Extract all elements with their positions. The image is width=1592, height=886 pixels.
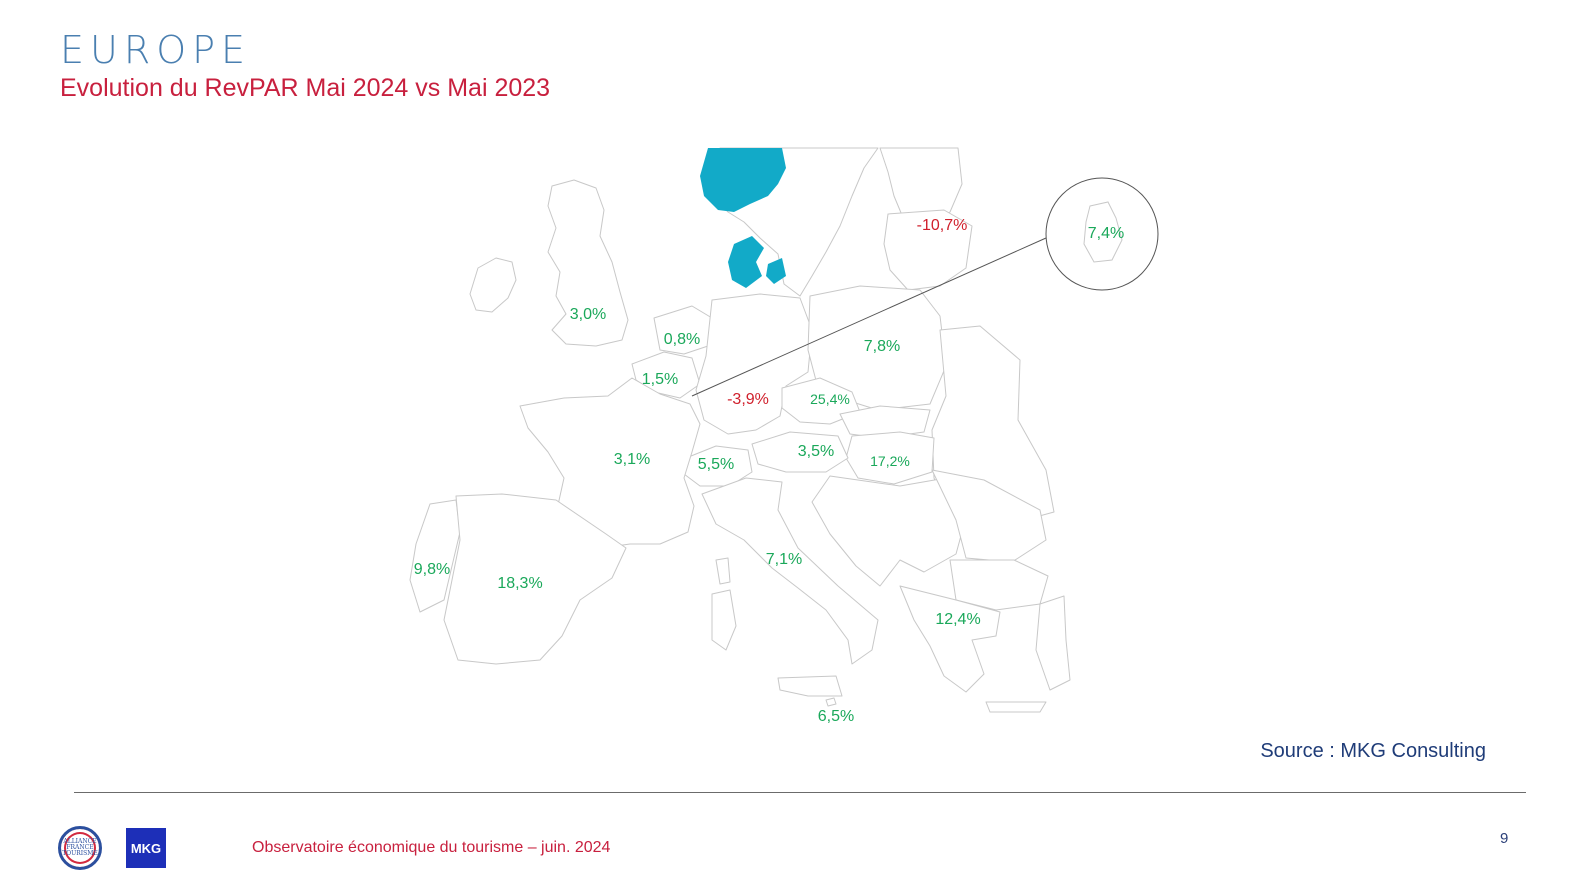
label-lithuania: -10,7% bbox=[916, 217, 968, 234]
label-switzerland: 5,5% bbox=[697, 456, 735, 473]
region-spain bbox=[443, 493, 627, 665]
label-czechia: 25,4% bbox=[810, 391, 850, 407]
highlighted-regions bbox=[700, 148, 786, 288]
label-hungary: 17,2% bbox=[870, 453, 910, 469]
region-uk bbox=[547, 179, 629, 347]
logo-af-text: ALLIANCE FRANCE TOURISME bbox=[62, 838, 98, 857]
luxembourg-outline bbox=[1083, 201, 1123, 263]
mkg-logo: MKG bbox=[126, 828, 166, 868]
logo-mkg-text: MKG bbox=[130, 840, 162, 856]
callout-line bbox=[691, 237, 1047, 397]
label-malta: 6,5% bbox=[817, 708, 855, 725]
alliance-france-tourisme-logo: ALLIANCE FRANCE TOURISME bbox=[58, 826, 102, 870]
label-greece: 12,4% bbox=[935, 611, 981, 628]
label-poland: 7,8% bbox=[863, 338, 901, 355]
region-hungary bbox=[845, 431, 935, 485]
source-note: Source : MKG Consulting bbox=[1260, 740, 1486, 762]
region-france bbox=[519, 377, 701, 549]
label-belgium: 1,5% bbox=[641, 371, 679, 388]
highlight-denmark-zealand bbox=[766, 258, 786, 284]
region-ireland bbox=[469, 257, 517, 313]
region-slovakia bbox=[839, 405, 931, 439]
label-italy: 7,1% bbox=[765, 551, 803, 568]
label-france: 3,1% bbox=[613, 451, 651, 468]
region-romania bbox=[931, 469, 1047, 563]
label-luxembourg: 7,4% bbox=[1087, 225, 1125, 242]
label-uk: 3,0% bbox=[569, 306, 607, 323]
footer-divider bbox=[74, 792, 1526, 793]
region-turkey-west bbox=[1035, 595, 1071, 691]
region-greece bbox=[899, 585, 1001, 693]
region-austria bbox=[751, 431, 849, 473]
page-number: 9 bbox=[1500, 830, 1509, 847]
region-baltics bbox=[883, 209, 973, 291]
label-spain: 18,3% bbox=[497, 575, 543, 592]
region-malta bbox=[825, 697, 837, 707]
highlight-norway-south bbox=[700, 148, 786, 212]
region-poland bbox=[807, 285, 947, 411]
highlight-denmark-jutland bbox=[728, 236, 764, 288]
page-subtitle: Evolution du RevPAR Mai 2024 vs Mai 2023 bbox=[60, 74, 551, 102]
label-austria: 3,5% bbox=[797, 443, 835, 460]
region-sicily bbox=[777, 675, 843, 697]
label-portugal: 9,8% bbox=[413, 561, 451, 578]
page-title: EUROPE bbox=[60, 28, 252, 72]
region-switzerland bbox=[683, 445, 753, 487]
region-corsica bbox=[715, 557, 731, 585]
region-sardinia bbox=[711, 589, 737, 651]
region-italy bbox=[701, 477, 879, 665]
label-germany: -3,9% bbox=[727, 391, 769, 408]
region-crete bbox=[985, 701, 1047, 713]
label-netherlands: 0,8% bbox=[663, 331, 701, 348]
footer-text: Observatoire économique du tourisme – ju… bbox=[252, 839, 611, 856]
